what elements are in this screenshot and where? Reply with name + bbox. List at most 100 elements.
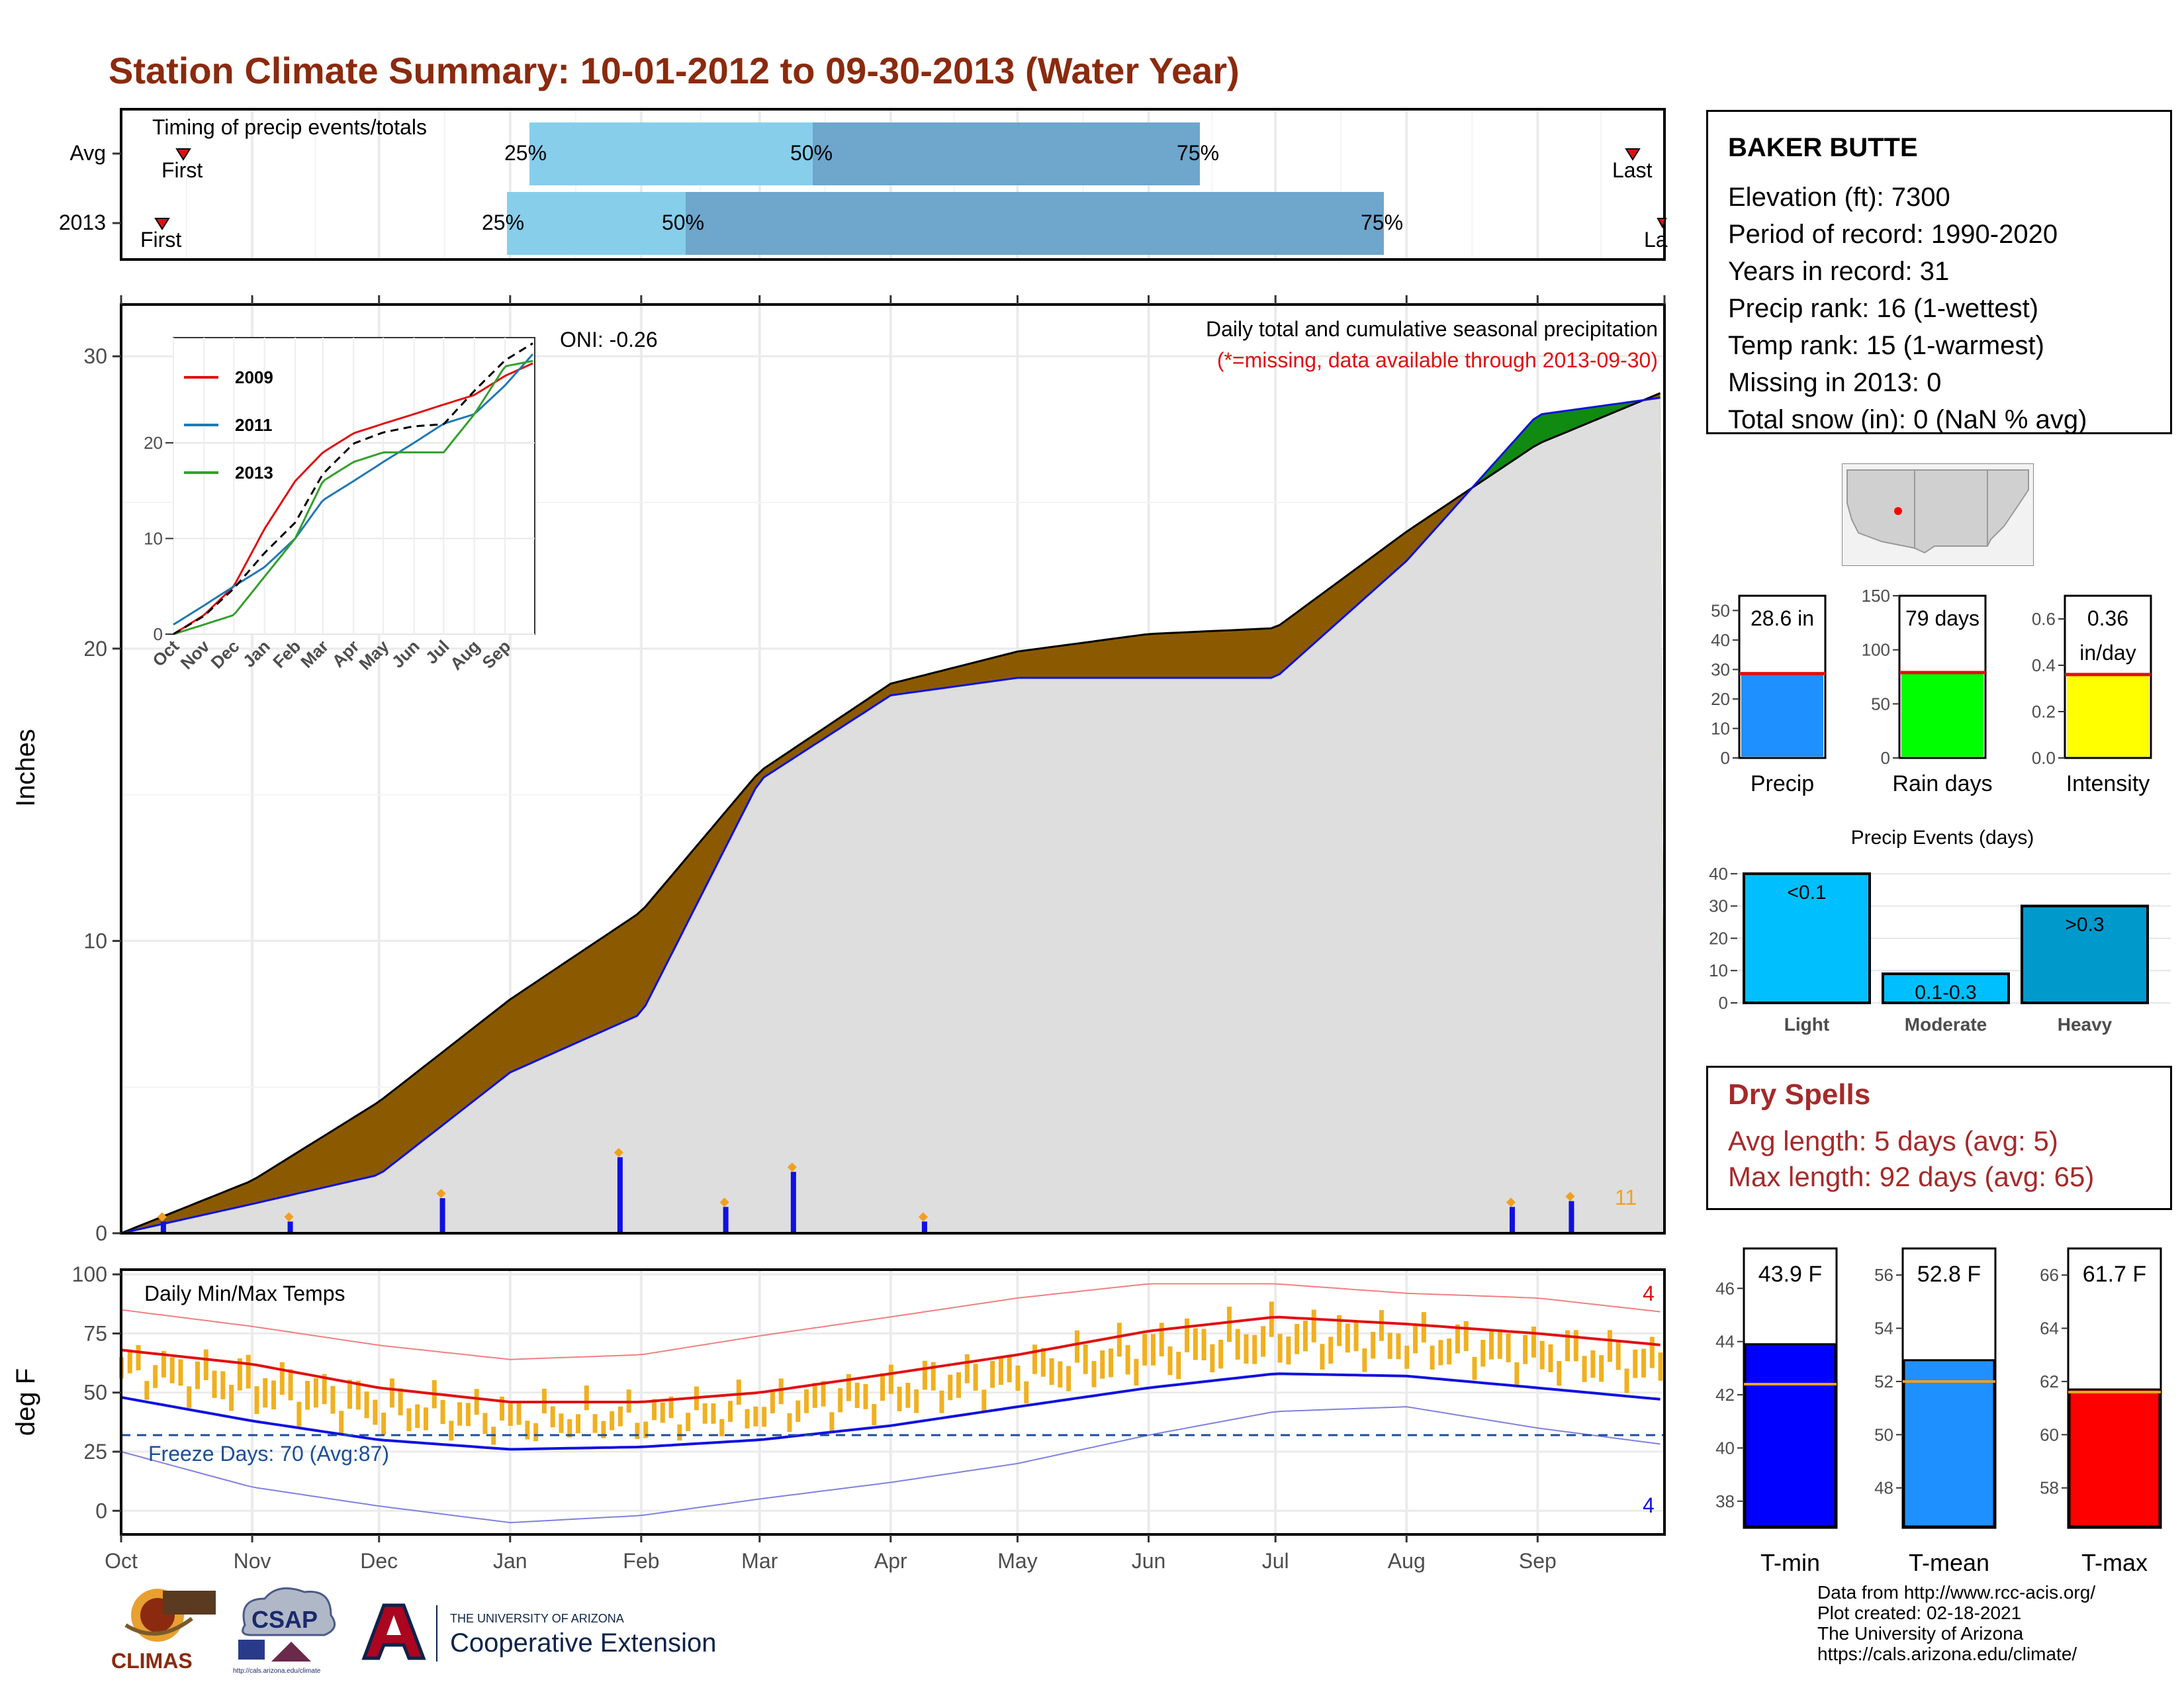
month-label-dec: Dec bbox=[360, 1549, 398, 1573]
events-bar-value: <0.1 bbox=[1787, 882, 1826, 904]
precip-ytick: 10 bbox=[83, 929, 107, 953]
daily-temp-bar bbox=[1125, 1345, 1130, 1375]
climas-logo-text: CLIMAS bbox=[111, 1649, 193, 1673]
map-texas bbox=[1987, 469, 2029, 547]
inset-legend-label: 2011 bbox=[235, 415, 272, 435]
daily-temp-bar bbox=[1506, 1333, 1511, 1362]
station-period: Period of record: 1990-2020 bbox=[1728, 220, 2058, 249]
station-location-dot bbox=[1894, 507, 1902, 515]
temp-bar-ytick: 56 bbox=[1874, 1265, 1893, 1285]
temp-bar-value: 52.8 F bbox=[1917, 1262, 1981, 1287]
inset-xtick: Feb bbox=[269, 636, 304, 672]
ua-small-text: THE UNIVERSITY OF ARIZONA bbox=[450, 1612, 624, 1625]
cumulative-avg-line bbox=[120, 392, 1661, 1235]
mini-bar-intensity bbox=[2067, 675, 2149, 757]
daily-temp-bar bbox=[990, 1360, 995, 1388]
inset-ytick: 10 bbox=[144, 528, 163, 548]
inset-xtick: Jul bbox=[422, 636, 453, 668]
daily-temp-bar bbox=[846, 1374, 851, 1401]
daily-temp-bar bbox=[1497, 1329, 1502, 1359]
daily-temp-bar bbox=[406, 1408, 412, 1432]
daily-temp-bar bbox=[1007, 1354, 1012, 1383]
timing-2013-first-marker bbox=[154, 218, 170, 230]
daily-temp-bar bbox=[922, 1360, 927, 1390]
daily-temp-bar bbox=[728, 1401, 733, 1422]
events-ytick: 30 bbox=[1709, 896, 1728, 916]
mini-bar-value-unit: in/day bbox=[2079, 641, 2136, 665]
daily-temp-bar bbox=[973, 1364, 978, 1391]
daily-precip-bar bbox=[160, 1221, 166, 1233]
daily-temp-bar bbox=[567, 1419, 572, 1438]
daily-temp-bar bbox=[956, 1372, 962, 1398]
summary-bar-charts: 28.6 in Precip 0 10 20 30 40 50 79 days Rain days… bbox=[1711, 586, 2152, 796]
inset-xtick: Mar bbox=[296, 636, 332, 672]
events-bar-label: Moderate bbox=[1905, 1014, 1987, 1035]
daily-temp-bar bbox=[796, 1400, 801, 1422]
daily-temp-bar bbox=[296, 1401, 302, 1427]
daily-temp-bar bbox=[948, 1374, 953, 1401]
daily-temp-bar bbox=[829, 1412, 835, 1432]
daily-temp-bar bbox=[1607, 1330, 1612, 1362]
daily-temp-bar bbox=[1455, 1324, 1460, 1354]
daily-temp-bar bbox=[178, 1359, 183, 1386]
daily-temp-bar bbox=[440, 1399, 445, 1425]
station-temp-rank: Temp rank: 15 (1-warmest) bbox=[1728, 331, 2044, 360]
inset-avg-line bbox=[173, 342, 533, 635]
daily-temp-bar bbox=[1404, 1345, 1410, 1369]
daily-temp-bar bbox=[1353, 1322, 1359, 1352]
daily-temp-bar bbox=[1421, 1312, 1426, 1342]
temp-ytick: 0 bbox=[95, 1499, 107, 1523]
daily-temp-bar bbox=[1150, 1334, 1156, 1366]
daily-temp-bar bbox=[449, 1421, 454, 1441]
mini-bar-ytick: 40 bbox=[1711, 630, 1730, 650]
oni-label: ONI: -0.26 bbox=[560, 328, 658, 352]
temp-label: Daily Min/Max Temps bbox=[144, 1282, 345, 1305]
timing-2013-q25: 25% bbox=[482, 211, 524, 234]
daily-temp-bar bbox=[1590, 1350, 1596, 1378]
daily-temp-bar bbox=[1226, 1306, 1232, 1342]
daily-temp-bar bbox=[1142, 1334, 1148, 1366]
temp-bar-ytick: 50 bbox=[1874, 1425, 1893, 1444]
daily-precip-marker bbox=[614, 1148, 623, 1158]
map-new-mexico bbox=[1914, 469, 1988, 554]
daily-temp-bar bbox=[677, 1424, 682, 1441]
month-label-may: May bbox=[997, 1549, 1038, 1573]
events-ytick: 0 bbox=[1719, 993, 1728, 1013]
mini-bar-precip bbox=[1741, 673, 1823, 757]
daily-temp-bar bbox=[195, 1361, 201, 1389]
temp-bar-ytick: 66 bbox=[2040, 1265, 2059, 1285]
daily-temp-bar bbox=[127, 1350, 132, 1374]
daily-temp-bar bbox=[1252, 1335, 1257, 1364]
csap-logo-url: http://cals.arizona.edu/climate bbox=[233, 1667, 321, 1675]
daily-temp-bar bbox=[187, 1386, 192, 1409]
mini-bar-ytick: 30 bbox=[1711, 659, 1730, 679]
temp-bar-ytick: 46 bbox=[1715, 1278, 1735, 1298]
events-title: Precip Events (days) bbox=[1851, 827, 2034, 849]
daily-temp-bar bbox=[313, 1378, 318, 1408]
temp-bar-t-max bbox=[2068, 1388, 2161, 1528]
station-name: BAKER BUTTE bbox=[1728, 133, 1918, 162]
daily-temp-bar bbox=[804, 1389, 809, 1413]
daily-temp-bar bbox=[347, 1380, 353, 1409]
daily-temp-bar bbox=[508, 1403, 513, 1427]
station-elevation: Elevation (ft): 7300 bbox=[1728, 183, 1950, 212]
inset-xtick: Jan bbox=[239, 636, 274, 671]
mini-bar-ytick: 100 bbox=[1862, 640, 1890, 660]
daily-temp-bar bbox=[1514, 1362, 1520, 1386]
temp-bar-value: 43.9 F bbox=[1758, 1262, 1822, 1287]
dry-spells-title: Dry Spells bbox=[1728, 1078, 1871, 1111]
inset-ytick: 20 bbox=[144, 433, 163, 453]
daily-temp-bar bbox=[1345, 1323, 1350, 1353]
daily-temp-bar bbox=[1362, 1348, 1367, 1372]
month-label-oct: Oct bbox=[105, 1549, 138, 1573]
station-snow: Total snow (in): 0 (NaN % avg) bbox=[1728, 405, 2087, 434]
daily-temp-bar bbox=[812, 1383, 817, 1408]
daily-temp-bar bbox=[1109, 1348, 1114, 1378]
daily-temp-bar bbox=[736, 1380, 741, 1405]
mini-bar-value: 79 days bbox=[1905, 606, 1979, 630]
daily-temp-bar bbox=[465, 1403, 471, 1427]
daily-temp-bar bbox=[719, 1419, 725, 1436]
temp-bar-label: T-mean bbox=[1909, 1549, 1989, 1576]
timing-2013-q25-bar bbox=[507, 192, 686, 255]
mini-bar-ytick: 0.4 bbox=[2032, 655, 2056, 675]
